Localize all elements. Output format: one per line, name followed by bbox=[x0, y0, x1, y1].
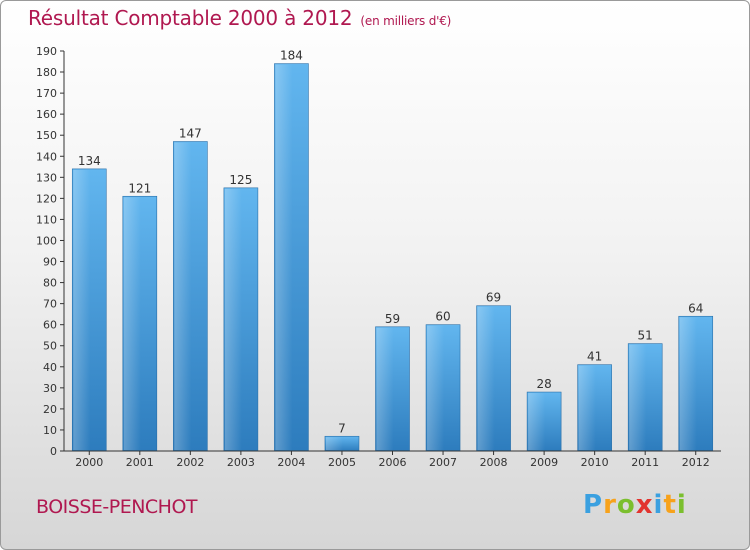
bar-value-label: 69 bbox=[486, 291, 501, 305]
bar-value-label: 134 bbox=[78, 154, 101, 168]
bar-highlight bbox=[123, 197, 141, 450]
x-tick-label: 2001 bbox=[126, 456, 154, 469]
x-tick-label: 2010 bbox=[581, 456, 609, 469]
bar-highlight bbox=[275, 64, 293, 450]
y-tick-label: 0 bbox=[50, 445, 57, 458]
logo-letter: x bbox=[635, 490, 654, 520]
x-tick-label: 2009 bbox=[530, 456, 558, 469]
x-tick-label: 2006 bbox=[379, 456, 407, 469]
y-tick-label: 40 bbox=[43, 361, 57, 374]
bar-value-label: 125 bbox=[229, 173, 252, 187]
bar-highlight bbox=[376, 327, 394, 450]
y-tick-label: 50 bbox=[43, 340, 57, 353]
bar-value-label: 121 bbox=[128, 181, 151, 195]
logo-letter: i bbox=[676, 490, 687, 520]
bar-highlight bbox=[325, 437, 343, 450]
bar-value-label: 64 bbox=[688, 301, 703, 315]
bar-value-label: 41 bbox=[587, 350, 602, 364]
logo-letter: o bbox=[616, 490, 636, 520]
logo-letter: P bbox=[583, 490, 604, 520]
bar-value-label: 28 bbox=[536, 377, 551, 391]
bar-chart: 0 10 20 30 40 50 60 70 80 90 100 110 120 130 140 150 160… bbox=[36, 45, 721, 469]
bar-highlight bbox=[427, 325, 445, 450]
bar-value-label: 60 bbox=[435, 310, 450, 324]
bars: 134 121 147 125 184 7 59 60 69 28 41 51 64 bbox=[71, 49, 714, 452]
bar-highlight bbox=[679, 317, 697, 450]
x-tick-label: 2005 bbox=[328, 456, 356, 469]
proxiti-logo: Proxiti bbox=[583, 490, 687, 520]
y-tick-label: 30 bbox=[43, 382, 57, 395]
y-tick-label: 110 bbox=[36, 213, 57, 226]
x-tick-label: 2004 bbox=[277, 456, 305, 469]
y-tick-label: 70 bbox=[43, 298, 57, 311]
bar-value-label: 7 bbox=[338, 421, 346, 435]
bar-value-label: 51 bbox=[638, 329, 653, 343]
title-unit: (en milliers d'€) bbox=[360, 14, 452, 28]
y-tick-label: 180 bbox=[36, 66, 57, 79]
commune-name: BOISSE-PENCHOT bbox=[36, 496, 198, 518]
x-tick-label: 2003 bbox=[227, 456, 255, 469]
y-tick-label: 100 bbox=[36, 234, 57, 247]
y-tick-label: 150 bbox=[36, 129, 57, 142]
logo-letter: t bbox=[663, 490, 677, 520]
x-tick-label: 2012 bbox=[682, 456, 710, 469]
x-tick-label: 2002 bbox=[176, 456, 204, 469]
y-tick-label: 20 bbox=[43, 403, 57, 416]
bar-highlight bbox=[477, 306, 495, 450]
bar-value-label: 147 bbox=[179, 127, 202, 141]
y-tick-label: 140 bbox=[36, 150, 57, 163]
y-tick-label: 130 bbox=[36, 171, 57, 184]
bar-highlight bbox=[224, 188, 242, 450]
y-tick-label: 120 bbox=[36, 192, 57, 205]
y-tick-label: 170 bbox=[36, 87, 57, 100]
bar-highlight bbox=[73, 169, 91, 451]
x-tick-label: 2011 bbox=[631, 456, 659, 469]
title-text: Résultat Comptable 2000 à 2012 bbox=[28, 6, 353, 30]
bar-value-label: 184 bbox=[280, 49, 303, 63]
bar-highlight bbox=[629, 344, 647, 450]
x-tick-label: 2007 bbox=[429, 456, 457, 469]
y-axis: 0 10 20 30 40 50 60 70 80 90 100 110 120 130 140 150 160… bbox=[36, 45, 65, 458]
x-tick-label: 2000 bbox=[75, 456, 103, 469]
y-tick-label: 10 bbox=[43, 424, 57, 437]
y-tick-label: 90 bbox=[43, 256, 57, 269]
y-tick-label: 190 bbox=[36, 45, 57, 58]
x-tick-label: 2008 bbox=[480, 456, 508, 469]
chart-title: Résultat Comptable 2000 à 2012 (en millie… bbox=[28, 6, 451, 30]
bar-highlight bbox=[174, 142, 192, 451]
bar-highlight bbox=[578, 365, 596, 450]
bar-highlight bbox=[528, 393, 546, 450]
logo-letter: i bbox=[653, 490, 664, 520]
x-axis: 2000 2001 2002 2003 2004 2005 2006 2007 2008 2009… bbox=[64, 450, 721, 469]
logo-letter: r bbox=[603, 490, 617, 520]
y-tick-label: 80 bbox=[43, 277, 57, 290]
bar-value-label: 59 bbox=[385, 312, 400, 326]
y-tick-label: 160 bbox=[36, 108, 57, 121]
y-tick-label: 60 bbox=[43, 319, 57, 332]
